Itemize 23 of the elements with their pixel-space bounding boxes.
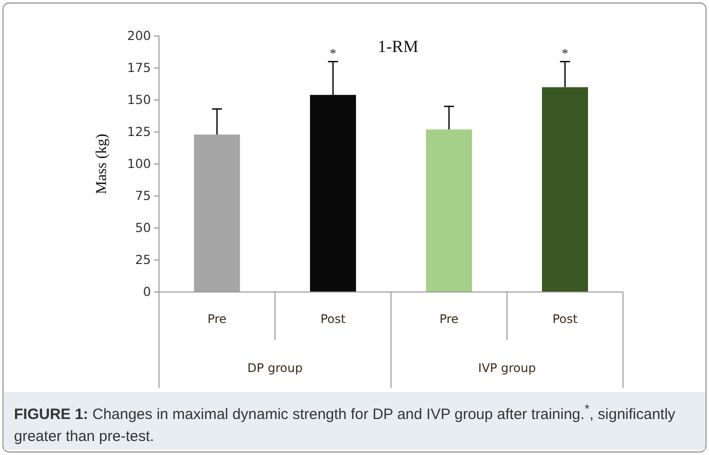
- x-tick-label: Pre: [439, 312, 459, 326]
- x-tick-label: Post: [320, 312, 346, 326]
- data-label: *: [330, 46, 336, 61]
- bar: [194, 134, 240, 292]
- y-tick-label: 25: [135, 252, 151, 267]
- y-tick-label: 125: [127, 124, 151, 139]
- y-tick-label: 50: [135, 220, 152, 235]
- x-tick-label: Post: [552, 312, 578, 326]
- bar: [542, 87, 588, 292]
- y-tick-label: 100: [127, 156, 152, 171]
- text: DP group: [247, 361, 303, 375]
- text: FIGURE 1: Changes in maximal dynamic strength for DP and IVP group after training.$^{*}$, significantly greater than pre-test.: [14, 402, 676, 445]
- data-label: *: [562, 46, 568, 61]
- y-tick-label: 75: [135, 188, 151, 203]
- text: IVP group: [478, 361, 536, 375]
- x-tick-label: Pre: [207, 312, 227, 326]
- y-tick-label: 150: [127, 92, 152, 107]
- bar: [426, 129, 472, 292]
- y-tick-label: 0: [143, 284, 152, 299]
- chart-title: 1-RM: [378, 37, 418, 56]
- y-axis-title: Mass (kg): [94, 134, 110, 194]
- y-tick-label: 200: [127, 28, 152, 43]
- y-tick-label: 175: [127, 60, 151, 75]
